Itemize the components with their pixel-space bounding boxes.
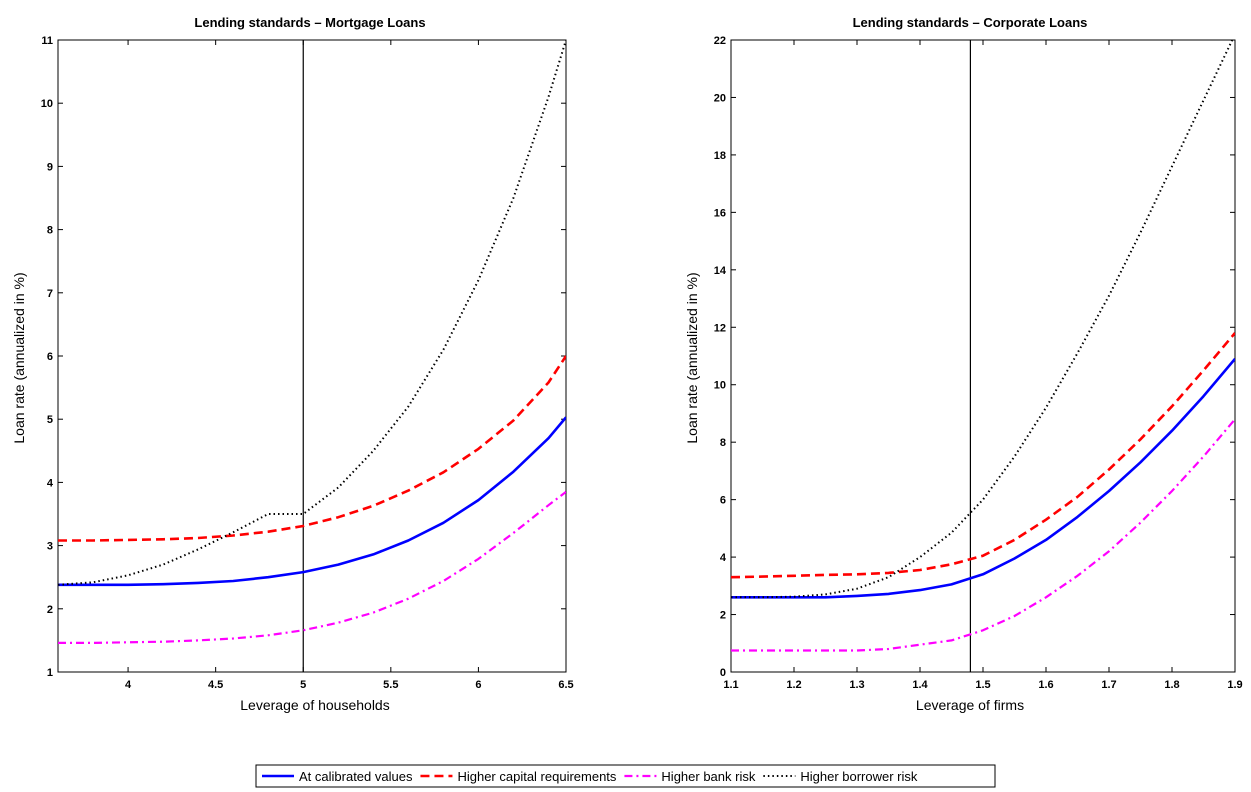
mortgage-x-axis-label: Leverage of households [240,697,389,713]
plot-area-frame [57,39,567,673]
y-tick-label: 12 [714,322,726,334]
legend-label: At calibrated values [299,769,413,784]
corporate-x-axis-label: Leverage of firms [916,697,1024,713]
x-tick-label: 5 [300,679,306,691]
plot-area-frame [730,39,1236,673]
series-line-higher-borrower-risk [58,40,566,586]
y-tick-label: 14 [714,265,727,277]
x-tick-label: 1.4 [912,679,928,691]
y-tick-label: 7 [47,288,53,300]
y-tick-label: 4 [47,477,54,489]
x-tick-label: 1.1 [723,679,738,691]
x-tick-label: 1.2 [786,679,801,691]
legend: At calibrated values Higher capital requi… [255,764,996,788]
series-line-higher-capital-requirements [731,332,1235,579]
x-tick-label: 6 [475,679,481,691]
y-tick-label: 22 [714,35,726,47]
corporate-y-axis-label: Loan rate (annualized in %) [684,272,700,443]
y-tick-label: 0 [720,667,726,679]
x-tick-label: 5.5 [383,679,398,691]
series-line-at-calibrated-values [58,416,566,587]
x-tick-label: 1.3 [849,679,864,691]
series-line-at-calibrated-values [731,358,1235,599]
y-tick-label: 6 [720,495,726,507]
x-tick-label: 1.9 [1227,679,1242,691]
y-tick-label: 20 [714,92,726,104]
legend-label: Higher borrower risk [800,769,918,784]
legend-label: Higher bank risk [661,769,755,784]
series-line-higher-bank-risk [58,491,566,645]
x-tick-label: 1.8 [1164,679,1179,691]
corporate-loans-panel: Lending standards – Corporate Loans Leve… [684,15,1243,713]
y-tick-label: 16 [714,207,726,219]
mortgage-y-axis-label: Loan rate (annualized in %) [11,272,27,443]
y-tick-label: 2 [720,610,726,622]
x-tick-label: 1.6 [1038,679,1053,691]
y-tick-label: 10 [41,98,53,110]
corporate-chart-title: Lending standards – Corporate Loans [853,15,1088,30]
y-tick-label: 4 [720,552,727,564]
y-tick-label: 6 [47,351,53,363]
y-tick-label: 1 [47,667,53,679]
x-tick-label: 1.7 [1101,679,1116,691]
y-tick-label: 8 [47,225,53,237]
y-tick-label: 5 [47,414,53,426]
y-tick-label: 18 [714,150,726,162]
y-tick-label: 10 [714,380,726,392]
x-tick-label: 1.5 [975,679,990,691]
legend-label: Higher capital requirements [457,769,616,784]
mortgage-loans-panel: Lending standards – Mortgage Loans Lever… [11,15,574,713]
x-tick-label: 4 [125,679,132,691]
y-tick-label: 2 [47,604,53,616]
y-tick-label: 3 [47,541,53,553]
y-tick-label: 8 [720,437,726,449]
x-tick-label: 4.5 [208,679,223,691]
y-tick-label: 9 [47,161,53,173]
mortgage-chart-title: Lending standards – Mortgage Loans [194,15,425,30]
y-tick-label: 11 [41,35,53,47]
series-line-higher-capital-requirements [58,355,566,542]
x-tick-label: 6.5 [558,679,573,691]
series-line-higher-bank-risk [731,418,1235,652]
series-line-higher-borrower-risk [731,40,1234,599]
